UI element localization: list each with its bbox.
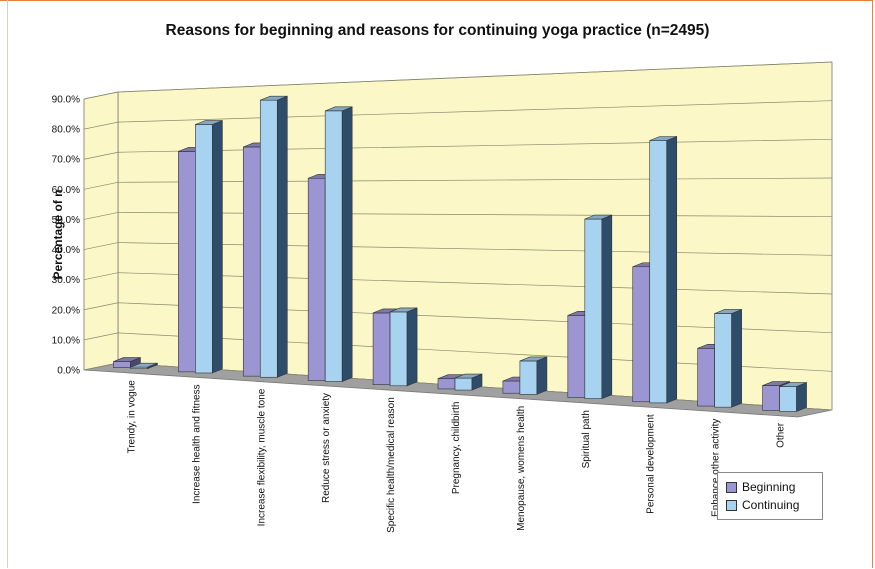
bar-beginning-11 — [762, 385, 780, 411]
x-tick-label: Increase flexibility, muscle tone — [256, 388, 267, 526]
bar-continuing-2-top — [195, 120, 223, 125]
legend-label-beginning: Beginning — [742, 480, 796, 494]
y-tick-label: 60.0% — [52, 185, 80, 196]
legend-swatch-beginning — [726, 481, 737, 493]
legend-swatch-continuing — [726, 499, 737, 511]
gridline-side — [83, 332, 119, 341]
bar-continuing-4-top — [325, 106, 353, 112]
bar-beginning-6 — [437, 378, 456, 390]
bar-continuing-11-top — [779, 382, 807, 387]
gridline — [117, 212, 833, 218]
bar-continuing-3 — [259, 99, 278, 378]
bar-beginning-8 — [567, 315, 586, 398]
gridline — [117, 138, 833, 153]
bar-continuing-10-side — [731, 309, 742, 408]
gridline — [117, 100, 833, 123]
bar-continuing-9-side — [666, 136, 678, 404]
y-tick-label: 40.0% — [52, 245, 80, 256]
legend: Beginning Continuing — [717, 472, 823, 520]
y-tick-label: 30.0% — [52, 275, 80, 286]
gridline — [117, 272, 833, 295]
bar-beginning-10 — [697, 347, 715, 407]
bar-continuing-9 — [649, 140, 668, 404]
y-tick-label: 90.0% — [52, 95, 80, 106]
bar-beginning-3 — [242, 146, 261, 377]
bar-beginning-9 — [632, 266, 651, 403]
legend-label-continuing: Continuing — [742, 498, 800, 512]
x-tick-label: Reduce stress or anxiety — [321, 393, 332, 503]
frame-top-border — [0, 0, 873, 1]
gridline — [117, 242, 833, 256]
bar-continuing-10-top — [714, 309, 742, 314]
bar-continuing-7-top — [519, 356, 548, 362]
bar-continuing-9-top — [649, 136, 677, 141]
frame-right-border — [872, 0, 873, 568]
x-tick-label: Enhance other activity — [711, 419, 722, 517]
bar-beginning-2 — [178, 151, 196, 373]
bar-continuing-3-top — [260, 95, 288, 101]
bar-beginning-4 — [307, 177, 326, 381]
bar-continuing-11 — [779, 386, 797, 412]
gridline-side — [83, 242, 119, 250]
bar-continuing-8-side — [601, 214, 613, 400]
bar-continuing-4 — [324, 110, 343, 382]
bar-beginning-5 — [372, 312, 391, 385]
bar-continuing-6-top — [454, 373, 483, 379]
gridline-side — [83, 272, 119, 281]
side-wall — [83, 91, 119, 371]
gridline-side — [83, 121, 119, 130]
y-tick-label: 70.0% — [52, 155, 80, 166]
legend-item-beginning: Beginning — [726, 480, 795, 494]
bar-continuing-7 — [519, 360, 538, 395]
gridline-side — [83, 212, 119, 220]
y-axis-label: Percentage of n — [51, 189, 65, 279]
gridline-side — [83, 181, 119, 190]
gridline — [117, 61, 833, 93]
legend-item-continuing: Continuing — [726, 498, 799, 512]
gridline-side — [83, 302, 119, 311]
bar-beginning-1-top — [113, 357, 141, 362]
frame-left-border — [7, 0, 8, 568]
bar-continuing-5-top — [389, 307, 418, 313]
bar-beginning-11-top — [762, 381, 790, 386]
bar-continuing-1-top — [130, 362, 158, 368]
gridline — [117, 302, 833, 334]
bar-continuing-8-top — [584, 214, 612, 220]
chart-title: Reasons for beginning and reasons for co… — [165, 22, 710, 39]
bar-beginning-7 — [502, 380, 521, 394]
x-tick-label: Pregnancy, childbirth — [451, 402, 462, 495]
gridline-side — [83, 151, 119, 160]
gridline — [117, 177, 833, 183]
x-tick-label: Menopause, womens health — [516, 406, 527, 531]
bar-continuing-5 — [389, 311, 408, 387]
bar-continuing-2 — [195, 124, 213, 374]
x-tick-label: Personal development — [646, 414, 657, 514]
bar-continuing-2-side — [212, 120, 223, 374]
y-tick-label: 20.0% — [52, 305, 80, 316]
bar-continuing-6 — [454, 377, 473, 391]
x-tick-label: Increase health and fitness — [191, 384, 202, 504]
bar-continuing-10 — [714, 313, 732, 408]
y-tick-label: 10.0% — [52, 335, 80, 346]
bar-continuing-5-side — [406, 307, 418, 387]
y-tick-label: 80.0% — [52, 125, 80, 136]
x-tick-label: Spiritual path — [581, 410, 592, 468]
gridline-side — [83, 362, 119, 371]
x-tick-label: Other — [776, 422, 787, 448]
bar-beginning-1 — [113, 361, 131, 368]
x-tick-label: Specific health/medical reason — [386, 397, 397, 533]
x-tick-label: Trendy, in vogue — [126, 380, 137, 454]
bar-continuing-11-side — [796, 382, 807, 412]
y-tick-label: 50.0% — [52, 215, 80, 226]
bar-continuing-3-side — [276, 95, 288, 378]
gridline-side — [83, 91, 119, 100]
bar-continuing-7-side — [536, 356, 548, 395]
y-tick-label: 0.0% — [57, 366, 80, 377]
bar-continuing-8 — [584, 218, 603, 399]
bar-continuing-4-side — [341, 106, 353, 382]
